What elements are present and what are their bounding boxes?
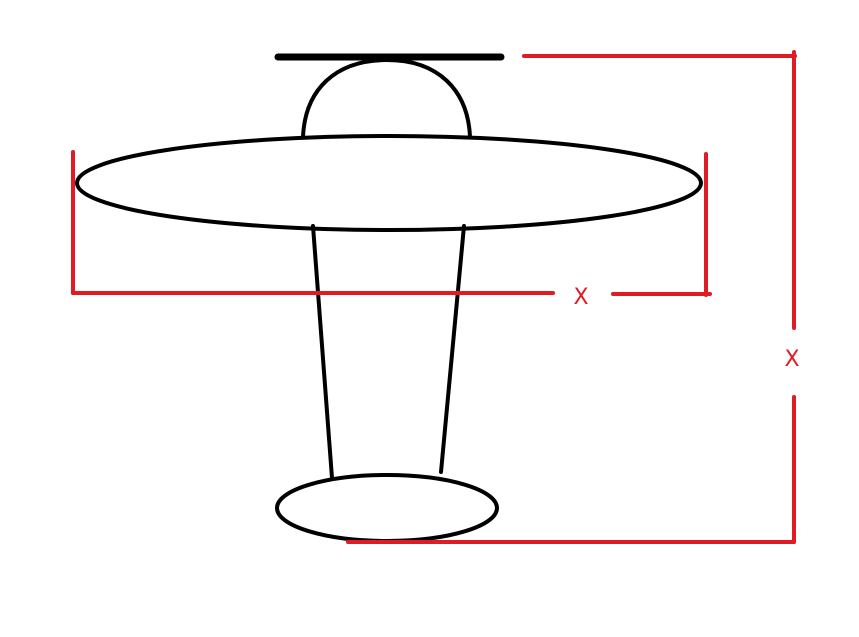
- length-label: X: [784, 347, 799, 372]
- length-dimension: [346, 50, 797, 544]
- main-wing: [75, 134, 703, 232]
- tail-stabilizer: [275, 473, 499, 543]
- dimension-lines: [71, 50, 797, 544]
- wingspan-dimension: [71, 150, 712, 297]
- fuselage-right-edge: [439, 224, 466, 474]
- fuselage-left-edge: [311, 224, 334, 480]
- wingspan-label: X: [573, 285, 588, 310]
- nose-dome: [301, 58, 472, 139]
- airplane-drawing: [75, 53, 703, 543]
